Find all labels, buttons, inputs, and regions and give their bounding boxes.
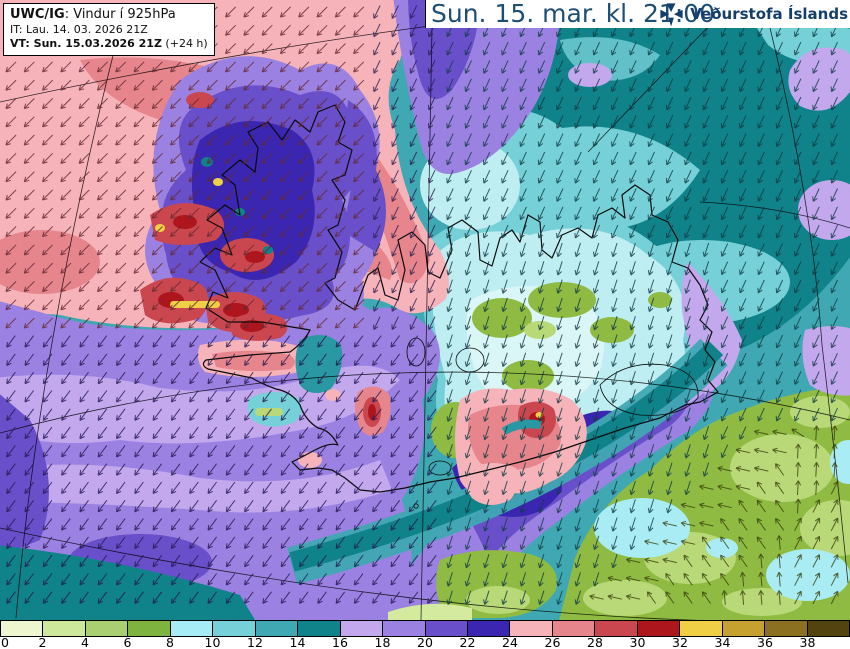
wind-speed-colorbar	[0, 620, 850, 637]
colorbar-tick-label: 36	[757, 635, 773, 649]
colorbar-tick-label: 24	[502, 635, 518, 649]
model-title: UWC/IG: Vindur í 925hPa	[10, 7, 176, 22]
colorbar-tick-label: 26	[544, 635, 561, 649]
colorbar-cell	[552, 621, 596, 636]
colorbar-tick-label: 18	[374, 635, 391, 649]
colorbar-cell	[43, 621, 86, 636]
colorbar-cell	[255, 621, 299, 636]
colorbar-cell	[637, 621, 681, 636]
valid-time: VT: Sun. 15.03.2026 21Z (+24 h)	[10, 37, 208, 50]
colorbar-tick-label: 14	[289, 635, 306, 649]
colorbar-cell	[298, 621, 341, 636]
colorbar-cell	[340, 621, 384, 636]
colorbar-cell	[170, 621, 214, 636]
colorbar-cell	[1, 621, 44, 636]
map-canvas	[0, 0, 850, 625]
colorbar-labels: 0 2 4 6 8 10 12 14 16 18 20 22 24 26 28 30 32 34 36 38	[0, 635, 850, 649]
colorbar-tick-label: 8	[166, 635, 174, 649]
wind-arrows	[5, 5, 839, 605]
colorbar-tick-label: 10	[204, 635, 221, 649]
colorbar-tick-label: 22	[459, 635, 476, 649]
colorbar-tick-label: 0	[1, 635, 9, 649]
vedurstofa-logo-icon	[660, 2, 683, 26]
brand: Veðurstofa Íslands	[658, 0, 848, 28]
brand-name: Veðurstofa Íslands	[690, 5, 848, 23]
colorbar-tick-label: 28	[587, 635, 603, 649]
iceland-coastline	[199, 104, 719, 509]
colorbar-tick-label: 30	[629, 635, 646, 649]
colorbar-tick-label: 12	[247, 635, 263, 649]
init-time: IT: Lau. 14. 03. 2026 21Z	[10, 23, 148, 37]
wind-map-svg	[0, 0, 850, 625]
colorbar-tick-label: 4	[81, 635, 89, 649]
colorbar-cell	[213, 621, 256, 636]
colorbar-tick-label: 20	[417, 635, 433, 649]
colorbar-tick-label: 34	[714, 635, 731, 649]
colorbar-tick-label: 38	[799, 635, 816, 649]
model-info-box: UWC/IG: Vindur í 925hPa IT: Lau. 14. 03.…	[3, 3, 215, 56]
colorbar-tick-label: 32	[672, 635, 688, 649]
colorbar-cell	[128, 621, 171, 636]
colorbar-tick-label: 16	[332, 635, 348, 649]
colorbar-cell	[467, 621, 511, 636]
colorbar-cell	[510, 621, 553, 636]
colorbar-cell	[680, 621, 723, 636]
colorbar-cell	[595, 621, 638, 636]
colorbar-cell	[722, 621, 766, 636]
colorbar-cell	[425, 621, 468, 636]
colorbar-cell	[807, 621, 850, 636]
colorbar-cell	[765, 621, 808, 636]
date-band: Sun. 15. mar. kl. 21:00 Veðurstofa Íslan…	[425, 0, 850, 28]
colorbar-tick-label: 6	[123, 635, 132, 649]
colorbar-cell	[85, 621, 129, 636]
colorbar-tick-label: 2	[38, 635, 47, 649]
colorbar-cell	[383, 621, 426, 636]
